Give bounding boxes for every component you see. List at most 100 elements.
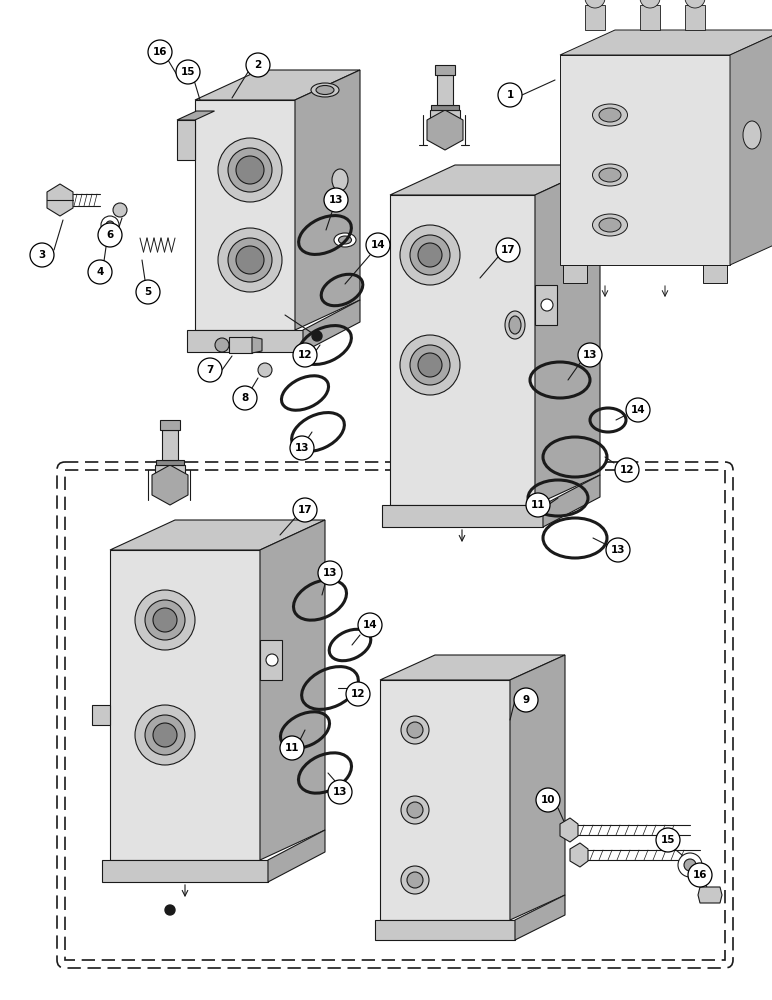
Circle shape [228,148,272,192]
Circle shape [318,561,342,585]
Text: 13: 13 [295,443,310,453]
Circle shape [407,802,423,818]
Circle shape [685,0,705,8]
Circle shape [218,228,282,292]
Text: 13: 13 [333,787,347,797]
Circle shape [228,238,272,282]
Polygon shape [560,818,578,842]
Circle shape [176,60,200,84]
Text: 16: 16 [692,870,707,880]
Ellipse shape [316,86,334,95]
Text: 15: 15 [661,835,676,845]
Circle shape [246,53,270,77]
Circle shape [656,828,680,852]
Polygon shape [156,460,184,465]
Polygon shape [110,550,260,860]
Bar [65,470,725,960]
Circle shape [410,345,450,385]
Text: 14: 14 [371,240,385,250]
Circle shape [145,715,185,755]
Circle shape [418,243,442,267]
Polygon shape [92,705,110,725]
Polygon shape [195,70,360,100]
Circle shape [145,600,185,640]
Polygon shape [435,65,455,75]
Polygon shape [155,465,185,495]
Text: 14: 14 [363,620,378,630]
Polygon shape [160,420,180,430]
Polygon shape [427,110,463,150]
Ellipse shape [599,108,621,122]
Circle shape [198,358,222,382]
Polygon shape [152,465,188,505]
Ellipse shape [592,104,628,126]
Circle shape [578,343,602,367]
Circle shape [153,608,177,632]
Circle shape [135,705,195,765]
Circle shape [498,83,522,107]
Circle shape [293,498,317,522]
Circle shape [165,905,175,915]
Circle shape [626,398,650,422]
Ellipse shape [332,169,348,191]
Polygon shape [162,430,178,460]
Circle shape [153,723,177,747]
Polygon shape [585,5,605,30]
Polygon shape [375,920,515,940]
Polygon shape [560,30,772,55]
Circle shape [293,343,317,367]
Circle shape [101,216,119,234]
Polygon shape [229,337,252,353]
Polygon shape [110,520,325,550]
Polygon shape [390,195,535,505]
Circle shape [113,203,127,217]
Circle shape [496,238,520,262]
Ellipse shape [599,168,621,182]
Polygon shape [431,105,459,110]
Circle shape [30,243,54,267]
Text: 7: 7 [206,365,214,375]
Circle shape [236,246,264,274]
Circle shape [236,156,264,184]
Circle shape [258,363,272,377]
Text: 12: 12 [298,350,312,360]
Text: 12: 12 [350,689,365,699]
Polygon shape [390,165,600,195]
Circle shape [88,260,112,284]
Text: 10: 10 [540,795,555,805]
Text: 4: 4 [96,267,103,277]
Polygon shape [535,165,600,505]
Polygon shape [430,110,460,140]
Circle shape [418,353,442,377]
Polygon shape [437,75,453,105]
Polygon shape [177,120,195,160]
Circle shape [585,0,605,8]
Text: 13: 13 [611,545,625,555]
Circle shape [136,280,160,304]
Polygon shape [730,30,772,265]
Text: 5: 5 [144,287,151,297]
Polygon shape [703,265,727,283]
Circle shape [401,796,429,824]
Polygon shape [510,655,565,920]
Text: 2: 2 [255,60,262,70]
Text: 9: 9 [523,695,530,705]
Circle shape [98,223,122,247]
Ellipse shape [743,121,761,149]
Circle shape [615,458,639,482]
Polygon shape [570,843,588,867]
Circle shape [541,299,553,311]
Circle shape [526,493,550,517]
Circle shape [346,682,370,706]
Circle shape [328,780,352,804]
Circle shape [514,688,538,712]
Text: 11: 11 [285,743,300,753]
Polygon shape [268,830,325,882]
Circle shape [400,335,460,395]
Circle shape [280,736,304,760]
Circle shape [536,788,560,812]
Polygon shape [685,5,705,30]
Text: 16: 16 [153,47,168,57]
Text: 15: 15 [181,67,195,77]
Text: 6: 6 [107,230,113,240]
